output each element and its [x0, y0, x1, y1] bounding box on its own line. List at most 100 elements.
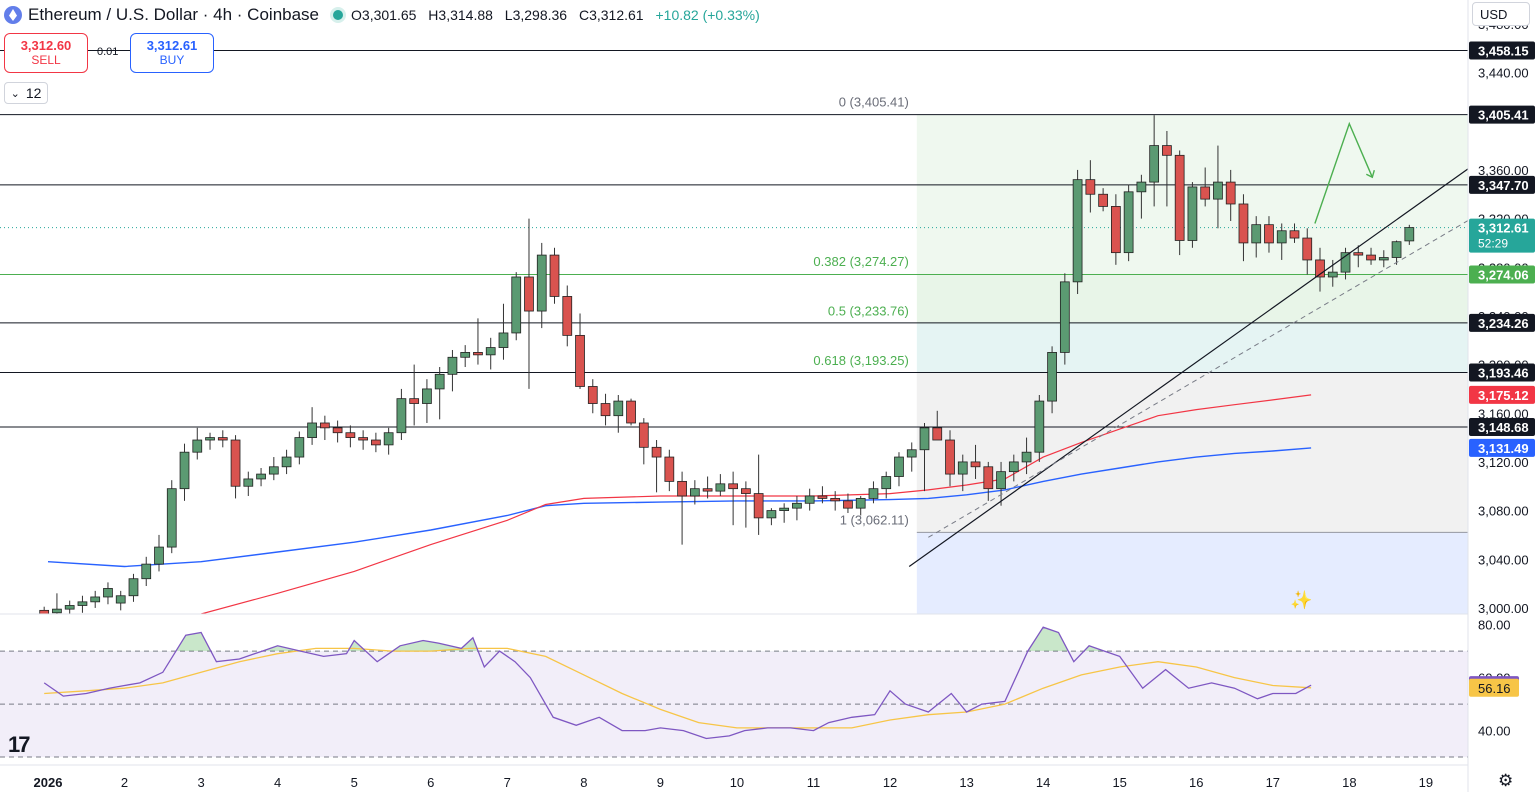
sell-button[interactable]: 3,312.60 SELL — [4, 33, 88, 73]
candle-down — [319, 422, 330, 429]
candle-up — [434, 373, 445, 390]
candle-up — [715, 483, 726, 492]
price-tick-label: 3,360.00 — [1478, 163, 1529, 178]
candle-down — [1111, 206, 1121, 254]
candle-up — [268, 466, 279, 475]
candle-up — [1276, 230, 1287, 244]
spread-value: 0.01 — [97, 46, 119, 58]
candle-up — [1251, 224, 1262, 244]
time-tick-label: 19 — [1419, 775, 1433, 790]
ohlc-low: L3,298.36 — [504, 7, 568, 23]
candle-down — [753, 493, 764, 519]
candle-up — [1213, 181, 1223, 200]
candle-up — [613, 400, 624, 417]
time-tick-label: 8 — [580, 775, 587, 790]
ohlc-change: +10.82 (+0.33%) — [655, 7, 760, 23]
candle-down — [932, 427, 943, 441]
candle-up — [498, 332, 509, 348]
candle-down — [817, 495, 828, 499]
price-tag-label: 3,131.49 — [1478, 441, 1529, 456]
ohlc-high: H3,314.88 — [428, 7, 493, 23]
candle-up — [1404, 227, 1415, 242]
ema-fast-line — [198, 394, 1312, 614]
ohlc-close: C3,312.61 — [578, 7, 644, 23]
candle-down — [358, 437, 368, 441]
candle-up — [256, 473, 266, 480]
candle-down — [843, 500, 853, 509]
fib-zone-0382 — [916, 274, 1468, 324]
indicators-collapse-button[interactable]: ⌄ 12 — [4, 82, 48, 104]
candle-up — [1059, 281, 1070, 353]
settings-gear-icon[interactable]: ⚙ — [1498, 771, 1514, 790]
price-tag — [1469, 105, 1535, 124]
candle-up — [906, 449, 917, 458]
rsi-line — [43, 626, 1312, 740]
time-tick-label: 15 — [1112, 775, 1126, 790]
candle-up — [868, 488, 879, 499]
candle-down — [651, 446, 662, 458]
ohlc-values: O3,301.65 H3,314.88 L3,298.36 C3,312.61 … — [351, 7, 768, 23]
candle-up — [52, 608, 62, 614]
time-tick-label: 6 — [427, 775, 434, 790]
candle-up — [792, 502, 802, 509]
time-tick-label: 14 — [1036, 775, 1050, 790]
candle-down — [664, 456, 675, 482]
time-tick-label: 2 — [121, 775, 128, 790]
time-tick-label: 10 — [730, 775, 744, 790]
symbol-title[interactable]: Ethereum / U.S. Dollar · 4h · Coinbase — [28, 5, 320, 24]
fib-label: 0 (3,405.41) — [839, 95, 909, 110]
price-tag-label: 3,274.06 — [1478, 267, 1529, 282]
magic-wand-icon[interactable]: ✨ — [1290, 590, 1313, 610]
rsi-tick-label: 40.00 — [1478, 724, 1511, 739]
dashed-trendline — [928, 219, 1468, 538]
candle-up — [779, 507, 790, 511]
candle-up — [115, 595, 126, 604]
sell-label: SELL — [31, 53, 61, 67]
currency-selector[interactable]: USD — [1472, 2, 1530, 26]
price-tag — [1469, 385, 1535, 404]
rsi-ma-line — [44, 647, 1312, 729]
time-tick-label: 2026 — [34, 775, 63, 790]
candle-up — [881, 476, 892, 490]
candle-up — [1021, 451, 1032, 463]
market-open-dot-icon — [333, 10, 344, 20]
candle-down — [575, 334, 585, 387]
candle-up — [1149, 145, 1160, 183]
candle-up — [141, 563, 152, 580]
candle-down — [473, 352, 483, 356]
candle-up — [281, 456, 292, 468]
candle-up — [511, 276, 522, 334]
candle-down — [587, 386, 598, 404]
candle-down — [1289, 230, 1300, 239]
price-tag-label: 3,175.12 — [1478, 388, 1529, 403]
candle-up — [485, 347, 496, 356]
price-tag — [1469, 175, 1535, 194]
buy-button[interactable]: 3,312.61 BUY — [130, 33, 214, 73]
candle-up — [1034, 400, 1045, 453]
candle-up — [1391, 241, 1402, 258]
time-tick-label: 17 — [1266, 775, 1280, 790]
candle-down — [1098, 193, 1108, 207]
eth-logo-icon — [4, 6, 22, 24]
candle-down — [1162, 145, 1172, 156]
price-tag-label: 3,458.15 — [1478, 44, 1529, 59]
candle-up — [689, 488, 700, 497]
candle-down — [230, 439, 241, 487]
candle-down — [332, 427, 343, 434]
tradingview-logo-icon: 17 — [8, 732, 31, 757]
candle-down — [1264, 224, 1274, 244]
candle-down — [524, 276, 534, 312]
candle-up — [1047, 352, 1057, 402]
candle-down — [677, 480, 687, 497]
projection-arrowhead — [1366, 170, 1375, 179]
candle-up — [422, 388, 432, 404]
fib-label: 0.5 (3,233.76) — [828, 304, 909, 319]
candle-down — [217, 437, 228, 441]
price-tag — [1469, 438, 1535, 457]
ascending-trendline — [908, 168, 1468, 568]
fib-zone-0618 — [916, 372, 1468, 533]
time-tick-label: 16 — [1189, 775, 1203, 790]
time-tick-label: 13 — [959, 775, 973, 790]
candle-up — [396, 398, 407, 434]
